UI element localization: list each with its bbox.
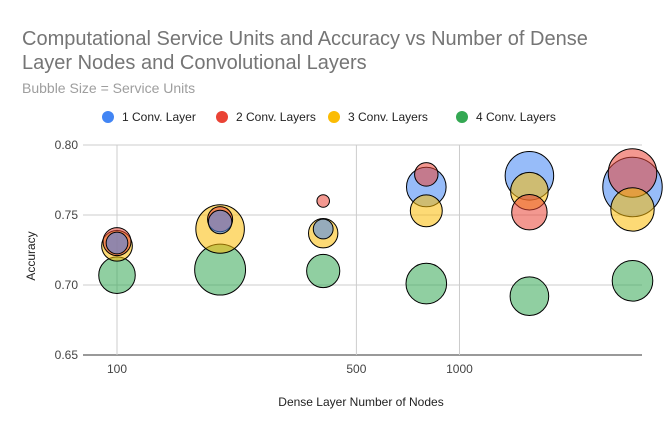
legend-label: 1 Conv. Layer bbox=[122, 110, 196, 124]
legend-label: 2 Conv. Layers bbox=[236, 110, 316, 124]
gridlines bbox=[83, 144, 642, 356]
bubble-series-4 bbox=[405, 262, 448, 305]
x-tick-label: 1000 bbox=[446, 362, 473, 376]
chart-title-line-1: Computational Service Units and Accuracy… bbox=[22, 28, 588, 50]
x-axis-ticks: 100 500 1000 bbox=[107, 362, 473, 376]
y-tick-label: 0.70 bbox=[55, 278, 79, 292]
legend-label: 4 Conv. Layers bbox=[476, 110, 556, 124]
chart-legend: 1 Conv. Layer 2 Conv. Layers 3 Conv. Layer… bbox=[102, 110, 556, 124]
y-tick-label: 0.65 bbox=[55, 348, 79, 362]
bubble-series-1 bbox=[207, 209, 233, 235]
bubble-series-2 bbox=[414, 162, 439, 187]
bubble-series-4 bbox=[98, 256, 136, 294]
legend-marker bbox=[328, 111, 340, 123]
legend-marker bbox=[456, 111, 468, 123]
y-tick-label: 0.75 bbox=[55, 208, 79, 222]
legend-marker bbox=[216, 111, 228, 123]
y-tick-label: 0.80 bbox=[55, 138, 79, 152]
legend-label: 3 Conv. Layers bbox=[348, 110, 428, 124]
bubbles bbox=[98, 148, 663, 317]
x-tick-label: 100 bbox=[107, 362, 127, 376]
bubble-series-2 bbox=[511, 193, 548, 231]
x-axis-label: Dense Layer Number of Nodes bbox=[278, 395, 443, 409]
bubble-series-3 bbox=[610, 187, 655, 232]
bubble-series-1 bbox=[312, 218, 334, 240]
bubble-series-2 bbox=[316, 194, 330, 208]
bubble-series-1 bbox=[105, 231, 129, 255]
bubble-series-4 bbox=[509, 276, 550, 317]
bubble-series-4 bbox=[611, 259, 654, 302]
x-tick-label: 500 bbox=[346, 362, 366, 376]
y-axis-label: Accuracy bbox=[24, 231, 38, 280]
bubble-series-3 bbox=[409, 194, 443, 228]
legend-marker bbox=[102, 111, 114, 123]
chart-title-line-2: Layer Nodes and Convolutional Layers bbox=[22, 52, 367, 74]
chart-subtitle: Bubble Size = Service Units bbox=[22, 80, 195, 96]
y-axis-ticks: 0.65 0.70 0.75 0.80 bbox=[55, 138, 79, 362]
bubble-series-4 bbox=[306, 253, 341, 289]
